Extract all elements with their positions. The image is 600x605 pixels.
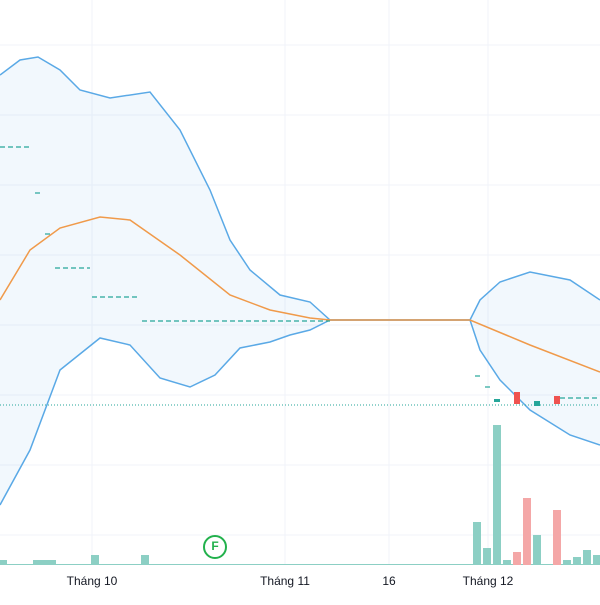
band-lower (0, 319, 600, 506)
candle-body (554, 396, 560, 404)
x-tick-label: Tháng 11 (260, 574, 310, 588)
volume-bar (583, 550, 591, 565)
volume-bar (0, 560, 7, 565)
marker-label: F (211, 539, 218, 553)
volume-bar (40, 560, 48, 565)
x-tick-label: Tháng 10 (67, 574, 118, 588)
candle-body (534, 401, 540, 406)
volume-bar (573, 557, 581, 565)
volume-bar (523, 498, 531, 565)
x-axis-bg (0, 566, 600, 600)
volume-bar (33, 560, 41, 565)
x-tick-label: Tháng 12 (463, 574, 514, 588)
volume-bar (48, 560, 56, 565)
candle-body (514, 392, 520, 404)
candle-body (494, 399, 500, 402)
volume-bar (533, 535, 541, 565)
marker-circle (203, 535, 227, 559)
band-middle (0, 216, 600, 373)
volume-bar (483, 548, 491, 565)
volume-bar (141, 555, 149, 565)
volume-bar (563, 560, 571, 565)
volume-bar (593, 555, 600, 565)
band-upper (0, 56, 600, 321)
x-tick-label: 16 (382, 574, 396, 588)
volume-bar (473, 522, 481, 565)
volume-bar (513, 552, 521, 565)
volume-bar (91, 555, 99, 565)
grid (0, 44, 600, 536)
band-fill (0, 57, 600, 505)
volume-bar (493, 425, 501, 565)
volume-bar (553, 510, 561, 565)
volume-bar (503, 560, 511, 565)
